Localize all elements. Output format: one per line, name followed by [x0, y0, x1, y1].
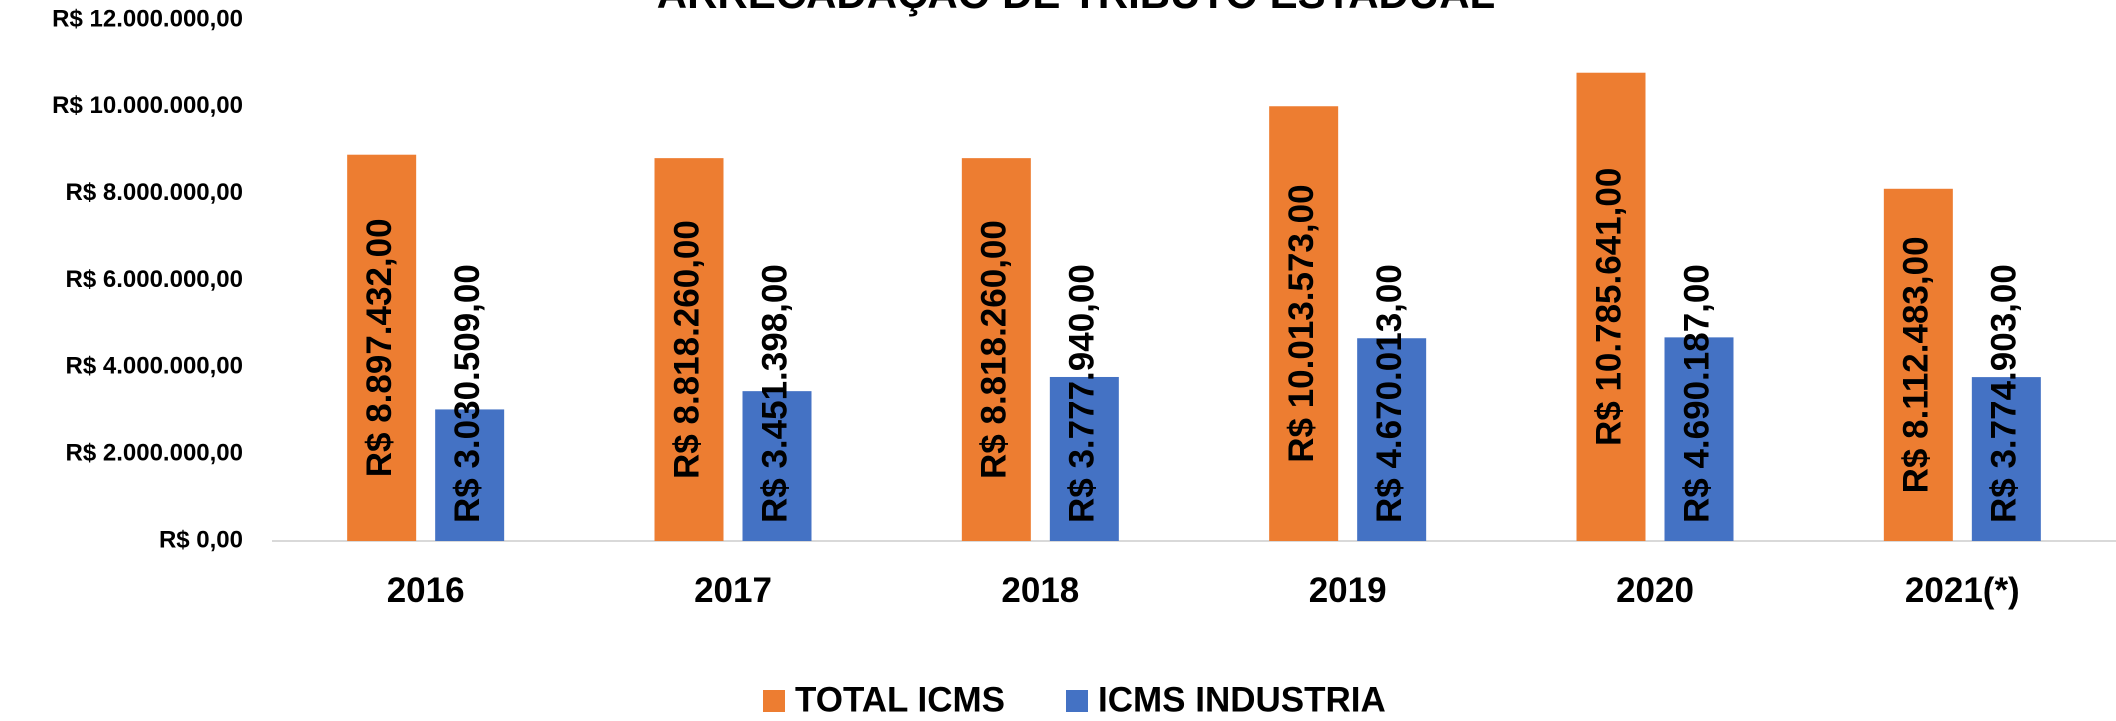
x-tick-label: 2017 — [694, 571, 772, 610]
bar — [742, 391, 812, 541]
data-label: R$ 3.774.903,00 — [1985, 264, 2024, 523]
data-label: R$ 3.777.940,00 — [1063, 264, 1102, 523]
legend-swatch — [763, 690, 785, 712]
bar — [1049, 376, 1119, 541]
bar — [1883, 188, 1953, 542]
data-label: R$ 10.785.641,00 — [1589, 168, 1628, 446]
bar — [961, 158, 1031, 541]
y-tick-label: R$ 12.000.000,00 — [52, 5, 243, 32]
bar — [435, 409, 505, 541]
y-tick-label: R$ 0,00 — [159, 526, 243, 553]
x-tick-label: 2018 — [1001, 571, 1079, 610]
bar — [1357, 338, 1427, 541]
legend-label: ICMS INDUSTRIA — [1098, 680, 1386, 719]
bar — [1576, 72, 1646, 541]
data-label: R$ 8.818.260,00 — [667, 220, 706, 479]
data-label: R$ 4.690.187,00 — [1677, 264, 1716, 523]
y-tick-label: R$ 4.000.000,00 — [66, 353, 243, 380]
y-tick-label: R$ 6.000.000,00 — [66, 266, 243, 293]
y-tick-label: R$ 2.000.000,00 — [66, 440, 243, 467]
data-label: R$ 8.112.483,00 — [1897, 236, 1936, 493]
x-tick-label: 2020 — [1616, 571, 1694, 610]
bar — [1971, 377, 2041, 541]
x-tick-label: 2016 — [387, 571, 465, 610]
y-tick-label: R$ 8.000.000,00 — [66, 179, 243, 206]
y-tick-label: R$ 10.000.000,00 — [52, 92, 243, 119]
legend-label: TOTAL ICMS — [795, 680, 1005, 719]
chart-title: ARRECADAÇÃO DE TRIBUTO ESTADUAL — [657, 0, 1495, 17]
data-label: R$ 3.451.398,00 — [755, 264, 794, 523]
bar — [347, 154, 417, 541]
x-tick-label: 2021(*) — [1905, 571, 2020, 610]
data-label: R$ 4.670.013,00 — [1370, 264, 1409, 523]
bar — [1664, 337, 1734, 541]
bar — [654, 158, 724, 541]
legend-swatch — [1066, 690, 1088, 712]
data-label: R$ 8.897.432,00 — [360, 218, 399, 477]
data-label: R$ 3.030.509,00 — [448, 264, 487, 523]
data-label: R$ 10.013.573,00 — [1282, 184, 1321, 462]
bar — [1269, 106, 1339, 541]
x-tick-label: 2019 — [1309, 571, 1387, 610]
data-label: R$ 8.818.260,00 — [975, 220, 1014, 479]
